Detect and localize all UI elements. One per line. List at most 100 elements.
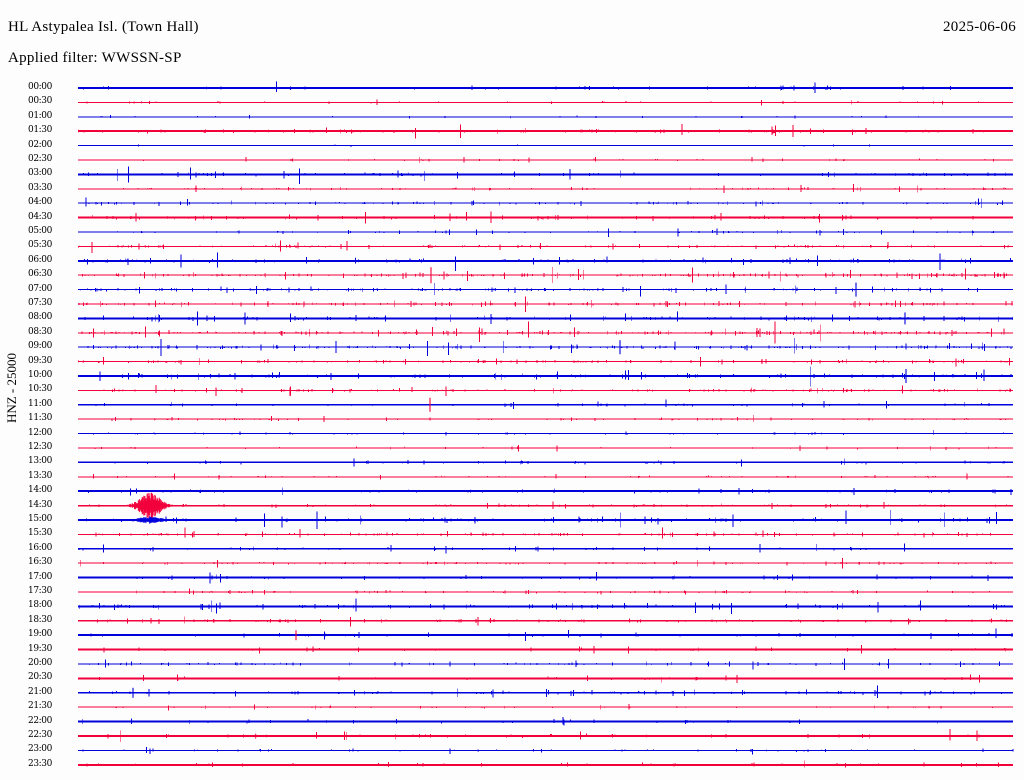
- seismic-trace-row: [78, 628, 1013, 642]
- time-row-label: 01:00: [28, 110, 52, 121]
- time-row-label: 03:30: [28, 182, 52, 193]
- time-row-label: 00:00: [28, 82, 52, 92]
- seismic-trace-row: [78, 384, 1013, 397]
- time-row-label: 05:30: [28, 240, 52, 251]
- time-row-label: 14:00: [28, 485, 52, 496]
- seismic-trace-row: [78, 527, 1013, 539]
- time-row-label: 09:00: [28, 341, 52, 352]
- time-row-label: 11:30: [28, 413, 52, 424]
- seismogram-plot-area: 00:00 00:30 01:00 01:30 02:00 02:30 03:00 03:30…: [0, 78, 1024, 778]
- seismic-trace-row: [78, 658, 1013, 670]
- time-row-label: 06:30: [28, 269, 52, 280]
- seismic-trace-row: [78, 166, 1013, 184]
- trace-canvas: [77, 81, 1014, 768]
- seismic-trace-row: [78, 616, 1013, 627]
- seismic-trace-row: [77, 509, 1013, 529]
- seismic-trace-row: [78, 704, 1013, 711]
- time-row-label: 04:30: [28, 211, 52, 222]
- seismic-trace-row: [78, 228, 1013, 237]
- time-row-label: 12:30: [28, 442, 52, 452]
- time-row-label: 15:00: [28, 514, 52, 524]
- seismic-trace-row: [78, 296, 1013, 312]
- seismic-trace-row: [78, 717, 1014, 726]
- time-row-label: 18:30: [28, 614, 52, 625]
- time-row-label: 02:30: [28, 154, 52, 164]
- seismic-trace-row: [78, 588, 1014, 595]
- seismic-trace-row: [78, 397, 1013, 412]
- time-row-label: 15:30: [28, 528, 52, 539]
- time-row-label: 11:00: [28, 398, 52, 409]
- time-row-label: 02:00: [28, 139, 52, 150]
- time-row-label: 23:30: [28, 758, 52, 769]
- seismic-trace-row: [78, 458, 1014, 467]
- seismic-trace-row: [78, 366, 1013, 387]
- seismic-trace-row: [78, 99, 1013, 106]
- seismic-trace-row: [78, 747, 1014, 755]
- time-row-label: 17:00: [28, 571, 52, 582]
- earthquake-event: [127, 516, 174, 524]
- seismic-trace-row: [78, 266, 1013, 284]
- seismic-trace-row: [78, 430, 1013, 436]
- seismic-trace-row: [78, 115, 1013, 119]
- time-row-label: 21:30: [28, 701, 52, 712]
- time-row-label: 07:00: [28, 283, 52, 294]
- seismic-trace-row: [78, 184, 1013, 194]
- time-row-label: 16:00: [28, 542, 52, 553]
- record-date-label: 2025-06-06: [943, 19, 1016, 35]
- seismic-trace-row: [77, 572, 1013, 584]
- seismic-trace-row: [77, 240, 1013, 253]
- time-row-label: 23:00: [28, 744, 52, 755]
- time-row-label: 07:30: [28, 298, 52, 308]
- applied-filter-label: Applied filter: WWSSN-SP: [8, 50, 182, 66]
- time-row-label: 19:30: [28, 643, 52, 654]
- time-row-label: 09:30: [28, 355, 52, 366]
- time-row-label: 17:30: [28, 586, 52, 596]
- time-row-label: 22:00: [28, 715, 52, 726]
- seismic-trace-row: [78, 252, 1013, 272]
- time-row-label: 06:00: [28, 254, 52, 265]
- seismic-trace-row: [78, 144, 1013, 147]
- time-row-label: 18:00: [28, 600, 52, 611]
- time-row-label: 01:30: [28, 125, 52, 136]
- seismic-trace-row: [78, 543, 1013, 554]
- time-row-label: 03:00: [28, 168, 52, 179]
- time-row-label: 22:30: [28, 730, 52, 740]
- time-row-label: 13:00: [28, 456, 52, 467]
- time-row-label: 10:30: [28, 384, 52, 395]
- time-row-label: 13:30: [28, 470, 52, 481]
- seismic-trace-row: [78, 156, 1013, 164]
- seismic-trace-row: [78, 197, 1013, 208]
- seismic-trace-row: [78, 685, 1013, 698]
- seismic-trace-row: [78, 282, 1013, 297]
- time-row-label: 08:00: [28, 312, 52, 323]
- seismic-trace-row: [78, 473, 1013, 480]
- seismic-trace-row: [78, 81, 1013, 93]
- seismic-trace-row: [78, 729, 1013, 742]
- time-row-label: 16:30: [28, 557, 52, 568]
- seismic-trace-row: [78, 598, 1013, 614]
- time-row-label: 14:30: [28, 499, 52, 510]
- page-title: HL Astypalea Isl. (Town Hall): [8, 19, 199, 35]
- seismic-trace-row: [78, 492, 1013, 519]
- time-row-label: 08:30: [28, 326, 52, 337]
- time-row-label: 19:00: [28, 629, 52, 640]
- seismic-trace-row: [78, 357, 1013, 367]
- time-row-label: 10:00: [28, 370, 52, 380]
- seismic-trace-row: [78, 311, 1013, 326]
- time-row-label: 04:00: [28, 197, 52, 208]
- seismic-trace-row: [78, 674, 1013, 684]
- time-row-label: 00:30: [28, 96, 52, 107]
- seismic-trace-row: [78, 321, 1013, 344]
- time-row-label: 12:00: [28, 427, 52, 438]
- seismic-trace-row: [78, 415, 1013, 422]
- seismic-trace-row: [78, 760, 1013, 768]
- seismic-trace-row: [78, 487, 1013, 496]
- seismic-trace-row: [78, 123, 1013, 139]
- seismic-trace-row: [78, 558, 1013, 569]
- time-row-label: 20:00: [28, 658, 52, 668]
- time-row-label: 20:30: [28, 672, 52, 683]
- seismic-trace-row: [78, 211, 1013, 224]
- time-row-label: 21:00: [28, 686, 52, 697]
- seismic-trace-row: [78, 444, 1013, 452]
